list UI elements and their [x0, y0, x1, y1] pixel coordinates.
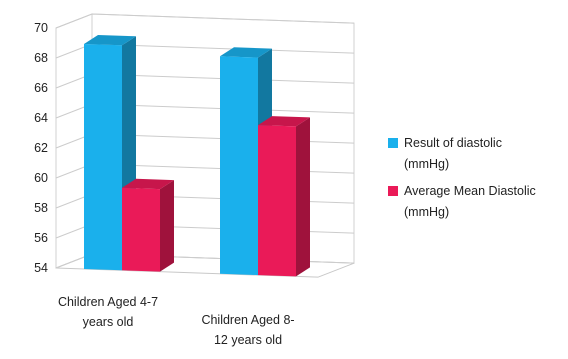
legend-item-average-mean-diastolic: Average Mean Diastolic (mmHg): [388, 181, 566, 223]
bar-result-diastolic: [84, 43, 122, 271]
y-tick-label: 54: [34, 261, 48, 275]
legend-swatch-result-diastolic: [388, 138, 398, 148]
y-tick-label: 60: [34, 171, 48, 185]
y-tick-label: 68: [34, 51, 48, 65]
bar-side-face: [296, 117, 310, 277]
bar-top-face: [258, 116, 310, 127]
x-tick-label: 12 years old: [214, 333, 282, 347]
gridline: [55, 13, 355, 29]
legend: Result of diastolic (mmHg) Average Mean …: [388, 133, 566, 229]
legend-item-result-diastolic: Result of diastolic (mmHg): [388, 133, 566, 175]
bar-top-face: [122, 178, 174, 190]
bar-top-face: [220, 47, 272, 58]
x-tick-label: Children Aged 4-7: [58, 295, 158, 309]
bar-result-diastolic: [220, 56, 258, 276]
bar-side-face: [160, 180, 174, 272]
y-tick-label: 64: [34, 111, 48, 125]
bar-top-face: [84, 34, 136, 46]
x-tick-label: Children Aged 8-: [201, 313, 294, 327]
legend-label-line-2: (mmHg): [404, 157, 450, 171]
y-tick-label: 56: [34, 231, 48, 245]
legend-label-line-1: Average Mean Diastolic: [404, 184, 536, 198]
bar-average-mean-diastolic: [258, 125, 296, 277]
legend-label-line-2: (mmHg): [404, 205, 450, 219]
y-tick-label: 66: [34, 81, 48, 95]
y-tick-label: 62: [34, 141, 48, 155]
legend-swatch-average-mean-diastolic: [388, 186, 398, 196]
y-tick-label: 58: [34, 201, 48, 215]
legend-label-line-1: Result of diastolic: [404, 136, 502, 150]
y-tick-label: 70: [34, 21, 48, 35]
x-tick-label: years old: [83, 315, 134, 329]
bar-average-mean-diastolic: [122, 187, 160, 272]
